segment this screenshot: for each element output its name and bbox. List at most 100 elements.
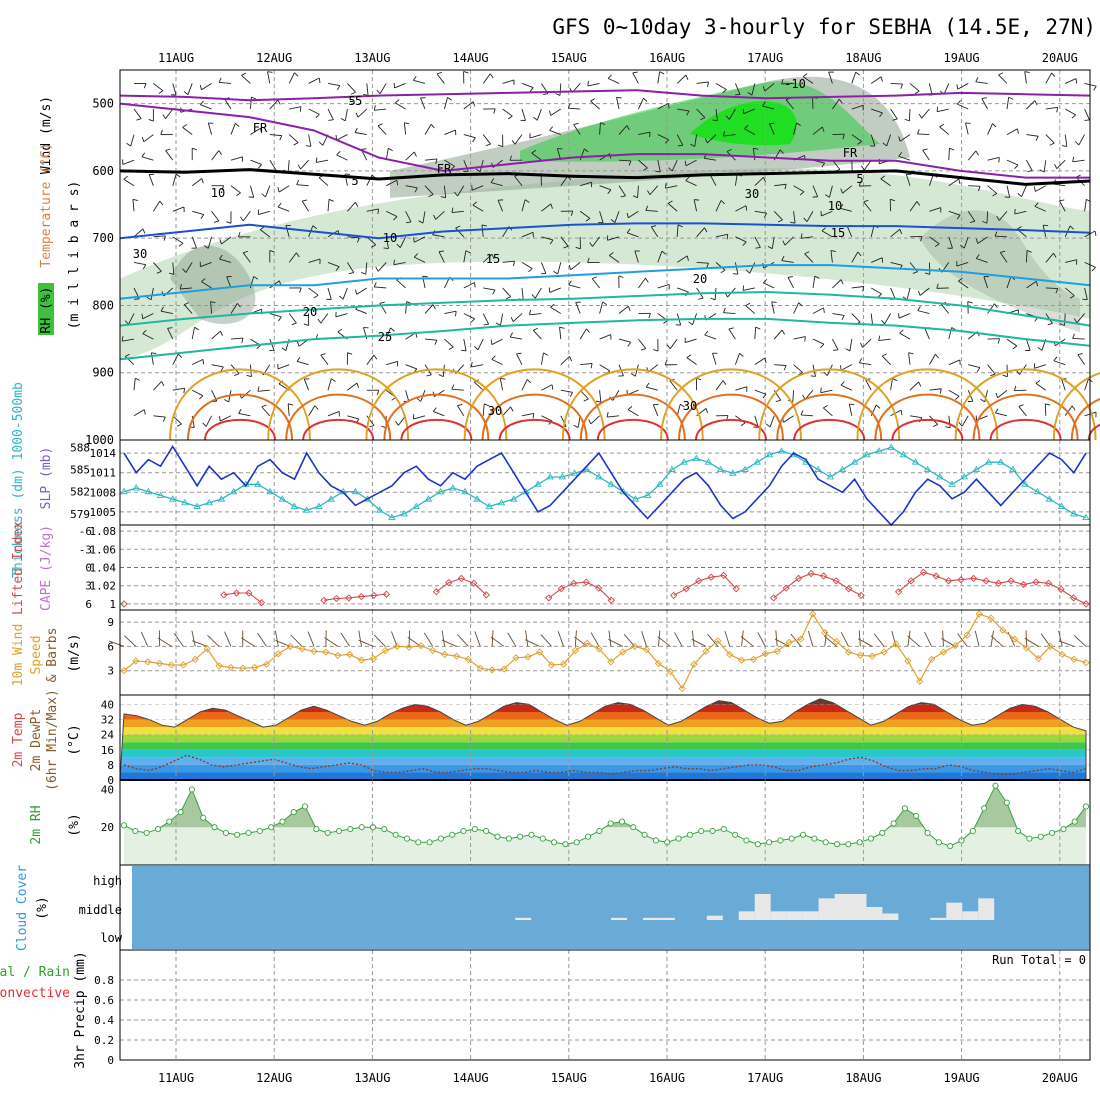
wind-speed-point [500, 665, 508, 673]
wind-barb [277, 99, 281, 105]
wind-barb [220, 415, 232, 422]
wind-speed-point [880, 648, 888, 656]
wind-barb [983, 276, 989, 289]
wind-barb [413, 151, 417, 157]
wind-barb [793, 211, 796, 224]
wind-barb [192, 147, 198, 151]
wind-barb [260, 128, 263, 134]
rh2m-point [268, 824, 275, 831]
wind-barb [509, 332, 513, 338]
wind-barb [443, 185, 447, 198]
thickness-point [205, 498, 214, 506]
wind-barb [159, 200, 164, 206]
wind-barb [230, 156, 243, 161]
wind-barb-10m [108, 640, 125, 647]
wind-barb [849, 403, 855, 406]
wind-barb [591, 278, 600, 289]
rh2m-point [335, 827, 343, 835]
wind-barb [823, 405, 828, 409]
wind-barb [250, 159, 262, 165]
wind-barb [1034, 100, 1038, 106]
lifted-index-point [257, 599, 266, 607]
wind-barb [842, 134, 845, 140]
wind-barb [1084, 108, 1090, 121]
rh2m-point [415, 839, 422, 846]
cloud-background [132, 866, 1090, 949]
wind-barb [825, 194, 830, 198]
wind-barb [436, 71, 442, 75]
wind-barb-10m [240, 637, 255, 647]
wind-barb [560, 389, 573, 393]
rh2m-point [483, 827, 490, 835]
wind-barb-10m [724, 630, 731, 647]
wind-barb [502, 108, 513, 117]
wind-barb [375, 266, 379, 272]
wind-barb [840, 207, 852, 212]
wind-barb [175, 173, 181, 178]
wind-speed-point [809, 610, 817, 618]
wind-barb [688, 321, 693, 326]
temp2m-label: 2m Temp [11, 712, 26, 767]
wind-barb [236, 192, 241, 197]
wind-barb [201, 278, 206, 282]
warm-contour [793, 418, 866, 441]
wind-barb [219, 254, 223, 260]
wind-barb [696, 81, 709, 84]
contour-label: 25 [378, 330, 392, 344]
wind-barb [491, 338, 503, 345]
wind-barb [744, 124, 749, 129]
wind-barb [657, 284, 670, 289]
thickness-point [254, 480, 262, 487]
slp-tick: 1011 [90, 467, 117, 480]
thickness-point [120, 487, 128, 495]
wind-barb [793, 122, 797, 135]
wind-barb [751, 83, 756, 96]
wind-barb [840, 279, 844, 285]
wind-barb [405, 151, 415, 161]
wind-barb [614, 211, 620, 223]
wind-barb [1006, 159, 1019, 166]
wind-barb [413, 253, 419, 258]
rh2m-point [833, 841, 841, 848]
wind-barb [510, 316, 514, 322]
wind-barb [481, 224, 487, 227]
wind-barb [386, 360, 398, 366]
wind-barb [653, 349, 659, 352]
wind-barb [259, 226, 265, 230]
thickness-label: Thickness (dm) 1000-500mb [11, 382, 26, 578]
rh2m-point [992, 782, 999, 789]
wind-barb [669, 338, 678, 350]
wind-barb [820, 389, 833, 394]
wind-barb [491, 254, 495, 259]
wind-barb [258, 210, 270, 216]
wind-barb [211, 211, 220, 222]
thickness-point [315, 502, 323, 509]
rh2m-label: 2m RH [29, 805, 44, 844]
cloud-bar [882, 913, 899, 920]
wind-barb [1026, 280, 1037, 289]
wind-barb [812, 307, 824, 314]
wind-barb [207, 236, 213, 249]
wind-barb [327, 108, 334, 120]
rh2m-point [528, 831, 535, 838]
lifted-index-point [720, 571, 728, 580]
thickness-point [923, 465, 932, 473]
wind-barb [142, 264, 147, 270]
wind-barb [870, 134, 876, 147]
wind-barb [314, 405, 319, 410]
wind-barb [484, 403, 490, 407]
wind-barb [1094, 230, 1097, 237]
wind-barb [142, 228, 146, 234]
lifted-index-point [932, 572, 940, 580]
wind-barb-10m [257, 632, 267, 647]
wind-speed-point [797, 635, 805, 643]
precip-tick: 0.6 [94, 994, 114, 1007]
wind-barb [1071, 114, 1076, 119]
contour-label: 10 [828, 199, 842, 213]
thickness-point [412, 502, 421, 509]
wind-barb [987, 185, 998, 194]
wind-speed-point [927, 655, 936, 664]
wind-barb [722, 380, 727, 385]
wind-speed-point [737, 656, 746, 664]
wind-barb [917, 133, 930, 136]
